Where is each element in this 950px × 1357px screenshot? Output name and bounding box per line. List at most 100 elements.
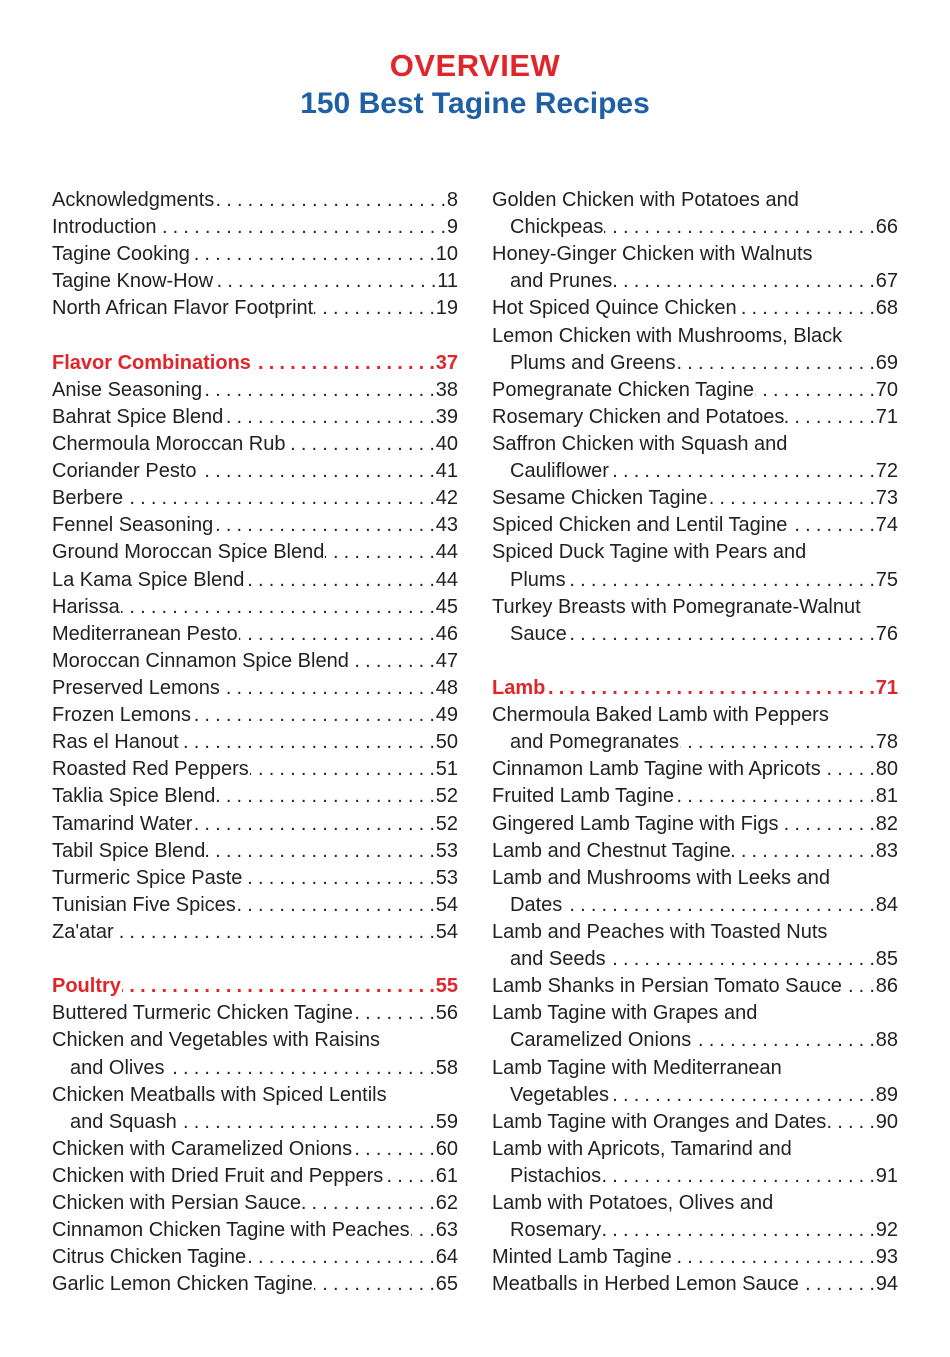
toc-entry-line[interactable]: Saffron Chicken with Squash and	[492, 431, 898, 458]
toc-entry[interactable]: Harissa 45	[52, 594, 458, 621]
toc-entry[interactable]: Chickpeas 66	[492, 214, 898, 241]
section-heading[interactable]: Flavor Combinations 37	[52, 350, 458, 377]
toc-entry[interactable]: Rosemary 92	[492, 1217, 898, 1244]
toc-entry-line[interactable]: Lamb and Peaches with Toasted Nuts	[492, 919, 898, 946]
page-number: 54	[435, 920, 458, 943]
toc-entry-line[interactable]: Lamb Tagine with Grapes and	[492, 1000, 898, 1027]
toc-entry[interactable]: Hot Spiced Quince Chicken 68	[492, 295, 898, 322]
section-heading[interactable]: Poultry 55	[52, 973, 458, 1000]
toc-entry[interactable]: Spiced Chicken and Lentil Tagine 74	[492, 512, 898, 539]
toc-entry[interactable]: Meatballs in Herbed Lemon Sauce 94	[492, 1271, 898, 1298]
toc-entry[interactable]: Introduction 9	[52, 214, 458, 241]
toc-entry[interactable]: Tabil Spice Blend 53	[52, 838, 458, 865]
toc-entry[interactable]: Tamarind Water 52	[52, 811, 458, 838]
toc-entry[interactable]: Acknowledgments 8	[52, 187, 458, 214]
toc-entry[interactable]: Garlic Lemon Chicken Tagine 65	[52, 1271, 458, 1298]
toc-entry[interactable]: Mediterranean Pesto 46	[52, 621, 458, 648]
dot-leader	[613, 268, 874, 295]
toc-entry[interactable]: Frozen Lemons 49	[52, 702, 458, 729]
toc-entry[interactable]: Anise Seasoning 38	[52, 377, 458, 404]
toc-entry-line[interactable]: Turkey Breasts with Pomegranate-Walnut	[492, 594, 898, 621]
toc-entry[interactable]: and Pomegranates 78	[492, 729, 898, 756]
toc-entry[interactable]: Lamb and Chestnut Tagine 83	[492, 838, 898, 865]
toc-entry[interactable]: Cinnamon Chicken Tagine with Peaches 63	[52, 1217, 458, 1244]
page-number: 38	[435, 378, 458, 401]
toc-entry[interactable]: Chicken with Caramelized Onions 60	[52, 1136, 458, 1163]
dot-leader	[239, 621, 435, 648]
toc-entry[interactable]: Ground Moroccan Spice Blend 44	[52, 539, 458, 566]
toc-entry[interactable]: Berbere 42	[52, 485, 458, 512]
toc-entry[interactable]: and Prunes 67	[492, 268, 898, 295]
toc-entry[interactable]: Pistachios 91	[492, 1163, 898, 1190]
toc-entry-line[interactable]: Lemon Chicken with Mushrooms, Black	[492, 323, 898, 350]
page-number: 37	[435, 351, 458, 374]
toc-entry[interactable]: Fruited Lamb Tagine 81	[492, 783, 898, 810]
entry-title: Spiced Chicken and Lentil Tagine	[492, 514, 788, 537]
entry-title: and Seeds	[510, 948, 606, 971]
toc-entry[interactable]: Lamb Shanks in Persian Tomato Sauce 86	[492, 973, 898, 1000]
toc-entry[interactable]: Moroccan Cinnamon Spice Blend 47	[52, 648, 458, 675]
toc-entry[interactable]: Sauce 76	[492, 621, 898, 648]
toc-entry[interactable]: Citrus Chicken Tagine 64	[52, 1244, 458, 1271]
toc-entry[interactable]: Bahrat Spice Blend 39	[52, 404, 458, 431]
toc-entry[interactable]: Caramelized Onions 88	[492, 1027, 898, 1054]
toc-entry[interactable]: Roasted Red Peppers 51	[52, 756, 458, 783]
toc-entry[interactable]: Cinnamon Lamb Tagine with Apricots 80	[492, 756, 898, 783]
page-number: 40	[435, 432, 458, 455]
toc-entry-line[interactable]: Lamb with Apricots, Tamarind and	[492, 1136, 898, 1163]
toc-entry-line[interactable]: Golden Chicken with Potatoes and	[492, 187, 898, 214]
toc-entry[interactable]: North African Flavor Footprint 19	[52, 295, 458, 322]
toc-entry[interactable]: Fennel Seasoning 43	[52, 512, 458, 539]
toc-entry-line[interactable]: Lamb Tagine with Mediterranean	[492, 1055, 898, 1082]
toc-entry[interactable]: Preserved Lemons 48	[52, 675, 458, 702]
entry-title: Tagine Cooking	[52, 243, 190, 266]
toc-entry-line[interactable]: Spiced Duck Tagine with Pears and	[492, 539, 898, 566]
toc-entry-line[interactable]: Lamb with Potatoes, Olives and	[492, 1190, 898, 1217]
entry-title: Buttered Turmeric Chicken Tagine	[52, 1002, 353, 1025]
toc-entry[interactable]: Tagine Know-How 11	[52, 268, 458, 295]
toc-entry-line[interactable]: Chicken Meatballs with Spiced Lentils	[52, 1082, 458, 1109]
toc-entry-line[interactable]: Honey-Ginger Chicken with Walnuts	[492, 241, 898, 268]
page-number: 44	[435, 541, 458, 564]
toc-entry[interactable]: Taklia Spice Blend 52	[52, 783, 458, 810]
entry-title: Garlic Lemon Chicken Tagine	[52, 1273, 313, 1296]
toc-entry[interactable]: Chicken with Persian Sauce 62	[52, 1190, 458, 1217]
entry-title: Bahrat Spice Blend	[52, 405, 224, 428]
section-heading[interactable]: Lamb 71	[492, 675, 898, 702]
entry-title: Rosemary Chicken and Potatoes	[492, 405, 785, 428]
toc-entry[interactable]: Chicken with Dried Fruit and Peppers 61	[52, 1163, 458, 1190]
toc-entry[interactable]: Chermoula Moroccan Rub 40	[52, 431, 458, 458]
toc-entry[interactable]: Tagine Cooking 10	[52, 241, 458, 268]
dot-leader	[215, 187, 446, 214]
toc-entry[interactable]: Tunisian Five Spices 54	[52, 892, 458, 919]
toc-entry[interactable]: Za'atar 54	[52, 919, 458, 946]
toc-entry[interactable]: Plums and Greens 69	[492, 350, 898, 377]
toc-entry[interactable]: Lamb Tagine with Oranges and Dates 90	[492, 1109, 898, 1136]
toc-entry-line[interactable]: Chermoula Baked Lamb with Peppers	[492, 702, 898, 729]
toc-entry[interactable]: Plums 75	[492, 567, 898, 594]
toc-entry-line[interactable]: Lamb and Mushrooms with Leeks and	[492, 865, 898, 892]
toc-entry[interactable]: Gingered Lamb Tagine with Figs 82	[492, 811, 898, 838]
toc-entry[interactable]: Coriander Pesto 41	[52, 458, 458, 485]
dot-leader	[221, 675, 435, 702]
toc-entry[interactable]: Ras el Hanout 50	[52, 729, 458, 756]
entry-title: North African Flavor Footprint	[52, 297, 314, 320]
toc-entry[interactable]: Rosemary Chicken and Potatoes 71	[492, 404, 898, 431]
toc-entry[interactable]: La Kama Spice Blend 44	[52, 567, 458, 594]
toc-entry[interactable]: Buttered Turmeric Chicken Tagine 56	[52, 1000, 458, 1027]
toc-entry[interactable]: Sesame Chicken Tagine 73	[492, 485, 898, 512]
toc-entry[interactable]: Vegetables 89	[492, 1082, 898, 1109]
dot-leader	[546, 675, 874, 702]
toc-entry[interactable]: Turmeric Spice Paste 53	[52, 865, 458, 892]
toc-entry[interactable]: Pomegranate Chicken Tagine 70	[492, 377, 898, 404]
entry-title: Lamb Tagine with Oranges and Dates	[492, 1110, 827, 1133]
toc-entry[interactable]: Minted Lamb Tagine 93	[492, 1244, 898, 1271]
toc-entry[interactable]: and Squash 59	[52, 1109, 458, 1136]
page-number: 89	[875, 1083, 898, 1106]
toc-entry[interactable]: and Olives 58	[52, 1055, 458, 1082]
toc-entry[interactable]: Cauliflower 72	[492, 458, 898, 485]
toc-entry-line[interactable]: Chicken and Vegetables with Raisins	[52, 1027, 458, 1054]
toc-entry[interactable]: Dates 84	[492, 892, 898, 919]
toc-entry[interactable]: and Seeds 85	[492, 946, 898, 973]
entry-title: Cinnamon Lamb Tagine with Apricots	[492, 758, 821, 781]
